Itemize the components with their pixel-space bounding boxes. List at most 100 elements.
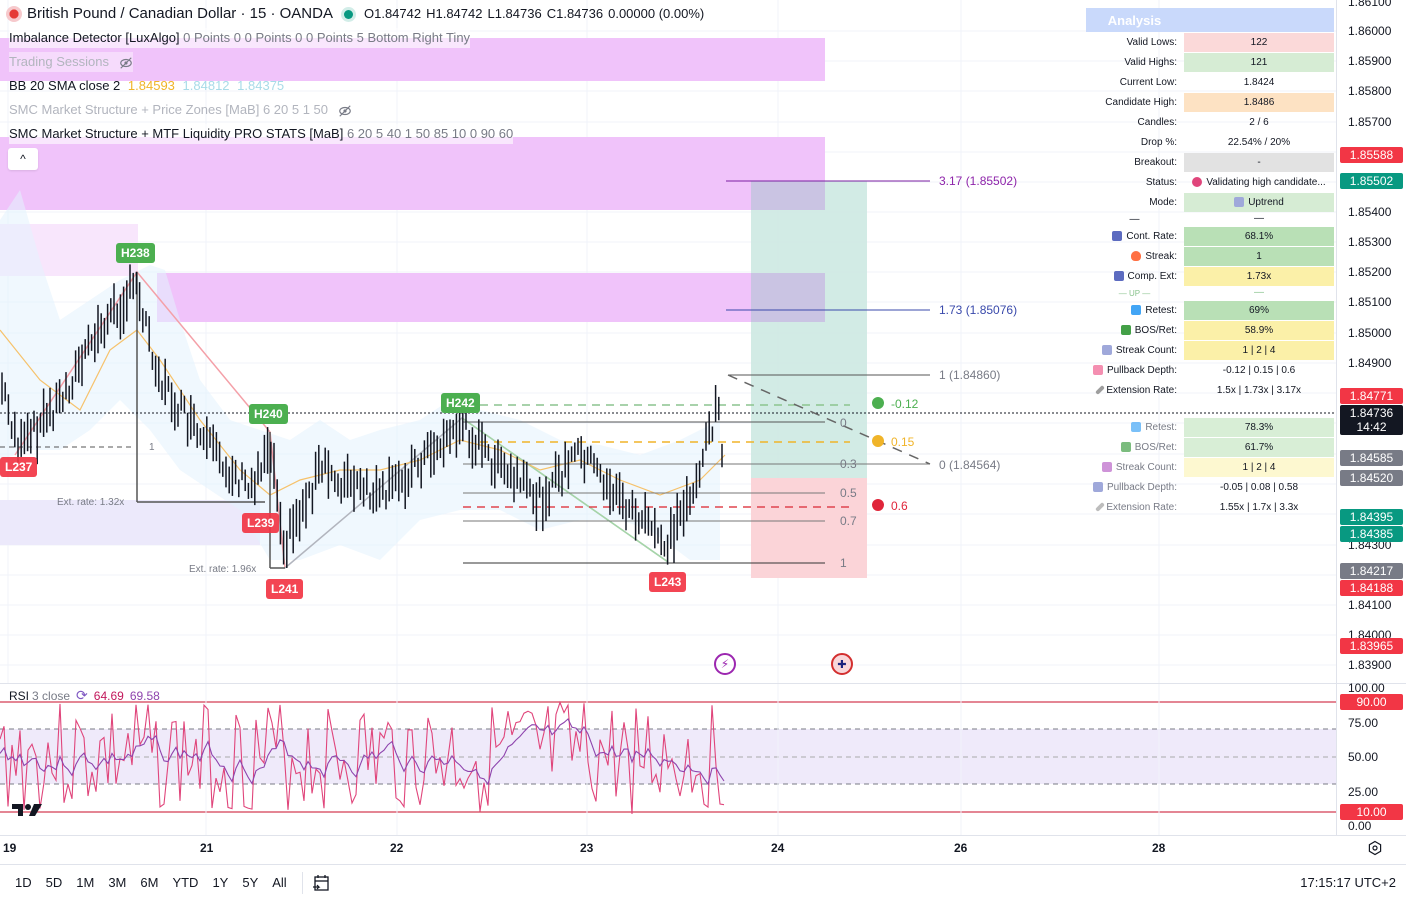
range-all-button[interactable]: All	[272, 875, 287, 890]
row-value: -	[1184, 152, 1334, 172]
row-value: 22.54% / 20%	[1227, 136, 1291, 148]
price-tag: 1.83965	[1340, 638, 1403, 654]
collapse-legend-button[interactable]: ^	[8, 148, 38, 170]
rsi-upper-band-tag: 90.00	[1340, 694, 1403, 710]
key-text: Pullback Depth:	[1106, 364, 1177, 376]
row-value: 58.9%	[1184, 320, 1334, 340]
range-6m-button[interactable]: 6M	[140, 875, 159, 890]
range-1y-button[interactable]: 1Y	[212, 875, 229, 890]
rsi-pane[interactable]: RSI 3 close ⟳ 64.69 69.58	[0, 683, 1336, 835]
row-key: Pullback Depth:	[1086, 482, 1183, 493]
rsi-scale[interactable]: 100.00 90.00 75.00 50.00 25.00 10.00 0.0…	[1336, 681, 1406, 835]
toolbar-divider	[301, 871, 303, 894]
ext-rate-label: Ext. rate: 1.32x	[57, 497, 125, 508]
bar-chart-icon	[1112, 231, 1123, 241]
range-1d-button[interactable]: 1D	[15, 875, 32, 890]
row-key: Mode:	[1149, 196, 1177, 208]
trend-up-icon	[1234, 196, 1245, 207]
rsi-name: RSI	[9, 688, 30, 703]
row-key: Comp. Ext:	[1086, 271, 1183, 282]
trend-down-icon	[1092, 365, 1103, 375]
row-value: 1.73x	[1184, 266, 1334, 286]
ruler-icon	[1095, 502, 1106, 512]
eye-off-icon[interactable]	[338, 104, 352, 118]
tradingview-logo-icon	[12, 804, 42, 816]
pullback-marker-label: 0.6	[891, 499, 908, 513]
down-stats-row: Retest: 78.3%	[1086, 417, 1334, 437]
price-tag: 1.85588	[1340, 147, 1403, 163]
rsi-params: 3 close	[32, 688, 71, 703]
tradingview-logo[interactable]	[12, 802, 44, 823]
up-stats-row: Pullback Depth: -0.12 | 0.15 | 0.6	[1086, 360, 1334, 380]
refresh-icon[interactable]: ⟳	[76, 687, 88, 703]
price-tag: 1.84585	[1340, 450, 1403, 466]
range-5d-button[interactable]: 5D	[45, 875, 63, 890]
bottom-toolbar: 1D 5D 1M 3M 6M YTD 1Y 5Y All 17:15:17 UT…	[0, 864, 1406, 900]
bb-lower-value: 1.84375	[237, 78, 285, 93]
row-key: Status:	[1145, 176, 1177, 188]
row-key: BOS/Ret:	[1086, 442, 1183, 453]
projection-label-317: 3.17 (1.85502)	[939, 174, 1018, 188]
main-chart-pane[interactable]: H238 H240 H242 L237 L239 L241 L243 Ext. …	[0, 0, 1336, 683]
symbol-title[interactable]: British Pound / Canadian Dollar · 15 · O…	[27, 5, 333, 22]
uk-flag-event-icon[interactable]: ✚	[831, 653, 853, 675]
range-buttons: 1D 5D 1M 3M 6M YTD 1Y 5Y All	[0, 871, 331, 894]
row-key: Current Low:	[1119, 76, 1177, 88]
time-axis[interactable]: 19 21 22 23 24 26 28	[0, 835, 1406, 860]
key-text: Extension Rate:	[1106, 384, 1177, 396]
mode-text: Uptrend	[1248, 196, 1284, 208]
price-tick: 1.84100	[1348, 598, 1392, 612]
row-key: Drop %:	[1140, 136, 1177, 148]
ohlc-change: 0.00000 (0.00%)	[608, 6, 705, 21]
up-stats-row: BOS/Ret: 58.9%	[1086, 320, 1334, 340]
trend-down-icon	[1101, 462, 1112, 472]
row-value: -0.12 | 0.15 | 0.6	[1222, 364, 1296, 376]
divider-left: —	[1129, 213, 1140, 225]
analysis-row: Current Low: 1.8424	[1086, 72, 1334, 92]
price-tick: 1.85800	[1348, 84, 1392, 98]
indicator-smc-price-zones[interactable]: SMC Market Structure + Price Zones [MaB]…	[9, 100, 352, 120]
lightning-event-icon[interactable]: ⚡	[714, 653, 736, 675]
stats-row: Streak: 1	[1086, 246, 1334, 266]
current-price-tag: 1.84736 14:42	[1340, 405, 1403, 435]
range-1m-button[interactable]: 1M	[76, 875, 95, 890]
price-tick: 1.85400	[1348, 205, 1392, 219]
key-text: Streak Count:	[1115, 344, 1177, 356]
ohlc-close: C1.84736	[546, 6, 604, 21]
ruler-icon	[1095, 385, 1106, 395]
rsi-legend[interactable]: RSI 3 close ⟳ 64.69 69.58	[9, 687, 160, 704]
row-value: 121	[1184, 52, 1334, 72]
go-to-date-calendar-icon[interactable]	[311, 873, 331, 893]
range-ytd-button[interactable]: YTD	[172, 875, 199, 890]
up-stats-row: Retest: 69%	[1086, 300, 1334, 320]
row-value: 1	[1184, 246, 1334, 266]
row-key: Streak Count:	[1086, 462, 1183, 473]
stats-row: Cont. Rate: 68.1%	[1086, 226, 1334, 246]
structure-label-high: H240	[249, 404, 288, 424]
analysis-row: Drop %: 22.54% / 20%	[1086, 132, 1334, 152]
clock-timezone[interactable]: 17:15:17 UTC+2	[1300, 875, 1396, 890]
range-3m-button[interactable]: 3M	[108, 875, 127, 890]
eye-off-icon[interactable]	[119, 56, 133, 70]
key-text: Streak Count:	[1115, 461, 1177, 473]
indicator-imbalance-detector[interactable]: Imbalance Detector [LuxAlgo] 0 Points 0 …	[9, 28, 471, 48]
row-key: Candidate High:	[1105, 96, 1177, 108]
row-value: 122	[1184, 32, 1334, 52]
price-tick: 1.85900	[1348, 54, 1392, 68]
analysis-table: Analysis Valid Lows: 122 Valid Highs: 121 …	[1086, 8, 1334, 517]
indicator-trading-sessions[interactable]: Trading Sessions	[9, 52, 133, 72]
current-price: 1.84736	[1349, 406, 1394, 420]
pullback-marker-label: -0.12	[891, 397, 919, 411]
indicator-bollinger-bands[interactable]: BB 20 SMA close 2 1.84593 1.84812 1.8437…	[9, 76, 284, 96]
range-5y-button[interactable]: 5Y	[242, 875, 259, 890]
check-icon	[1120, 325, 1131, 335]
time-tick: 21	[200, 841, 214, 855]
analysis-header-spacer	[1184, 8, 1334, 32]
ohlc-high: H1.84742	[426, 6, 483, 21]
target-icon	[1192, 176, 1203, 187]
chart-settings-gear-icon[interactable]	[1367, 840, 1383, 856]
row-value: 1.8424	[1243, 76, 1275, 88]
indicator-smc-mtf-liquidity[interactable]: SMC Market Structure + MTF Liquidity PRO…	[9, 124, 514, 144]
price-scale[interactable]: 1.84736 14:42 1.86100 1.86000 1.85900 1.858…	[1336, 0, 1406, 683]
status-text: Validating high candidate...	[1206, 176, 1326, 188]
